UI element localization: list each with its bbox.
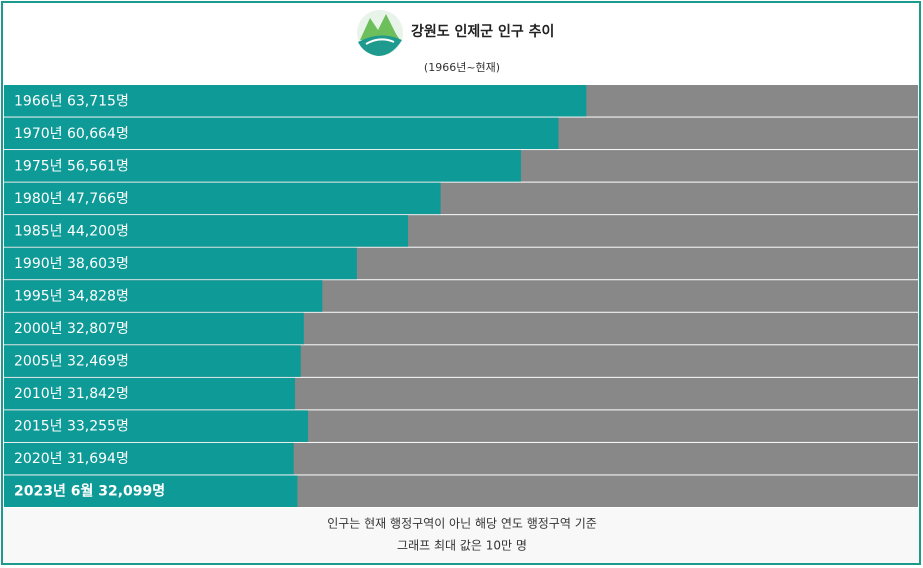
bar — [4, 182, 441, 215]
bar-label: 1980년 47,766명 — [14, 191, 129, 207]
category-label: 2000년 — [14, 321, 63, 337]
bar-label: 1990년 38,603명 — [14, 256, 129, 272]
chart-subtitle: (1966년~현재) — [424, 61, 500, 74]
bar — [4, 345, 301, 377]
value-label: 60,664명 — [67, 126, 129, 142]
category-label: 1980년 — [14, 191, 63, 207]
bar-label: 1995년 34,828명 — [14, 289, 129, 305]
category-label: 2005년 — [14, 354, 63, 370]
footer-bg — [3, 508, 919, 563]
bar-label: 2015년 33,255명 — [14, 419, 129, 435]
bar — [4, 410, 308, 442]
bar-label: 2023년 6월 32,099명 — [14, 483, 165, 500]
category-label: 1966년 — [14, 93, 63, 109]
bar-label: 2020년 31,694명 — [14, 451, 129, 467]
logo — [357, 10, 403, 56]
bar — [4, 247, 357, 280]
value-label: 31,842명 — [67, 386, 129, 402]
value-label: 32,469명 — [67, 354, 129, 370]
category-label: 1995년 — [14, 289, 63, 305]
value-label: 32,807명 — [67, 321, 129, 337]
category-label: 1975년 — [14, 158, 63, 174]
note: 그래프 최대 값은 10만 명 — [397, 539, 527, 553]
chart-title: 강원도 인제군 인구 추이 — [411, 23, 554, 40]
category-label: 1990년 — [14, 256, 63, 272]
value-label: 63,715명 — [67, 93, 129, 109]
value-label: 44,200명 — [67, 223, 129, 239]
note: 인구는 현재 행정구역이 아닌 해당 연도 행정구역 기준 — [327, 516, 597, 531]
value-label: 47,766명 — [67, 191, 129, 207]
bar — [4, 280, 323, 312]
bar-label: 2000년 32,807명 — [14, 321, 129, 337]
bar — [4, 475, 298, 507]
value-label: 32,099명 — [98, 483, 165, 500]
category-label: 2015년 — [14, 419, 63, 435]
bar — [4, 85, 587, 117]
category-label: 2010년 — [14, 386, 63, 402]
bar — [4, 117, 559, 150]
value-label: 56,561명 — [67, 158, 129, 174]
category-label: 1970년 — [14, 126, 63, 142]
bar-label: 1985년 44,200명 — [14, 223, 129, 239]
bar-label: 1970년 60,664명 — [14, 126, 129, 142]
bar — [4, 312, 304, 345]
value-label: 33,255명 — [67, 419, 129, 435]
value-label: 34,828명 — [67, 289, 129, 305]
category-label: 2023년 6월 — [14, 483, 93, 500]
bar-label: 2005년 32,469명 — [14, 354, 129, 370]
category-label: 1985년 — [14, 223, 63, 239]
bar-label: 2010년 31,842명 — [14, 386, 129, 402]
bar-label: 1966년 63,715명 — [14, 93, 129, 109]
bar — [4, 377, 296, 410]
bar — [4, 150, 521, 182]
value-label: 38,603명 — [67, 256, 129, 272]
value-label: 31,694명 — [67, 451, 129, 467]
bar — [4, 442, 294, 475]
bar — [4, 215, 408, 247]
category-label: 2020년 — [14, 451, 63, 467]
bar-label: 1975년 56,561명 — [14, 158, 129, 174]
